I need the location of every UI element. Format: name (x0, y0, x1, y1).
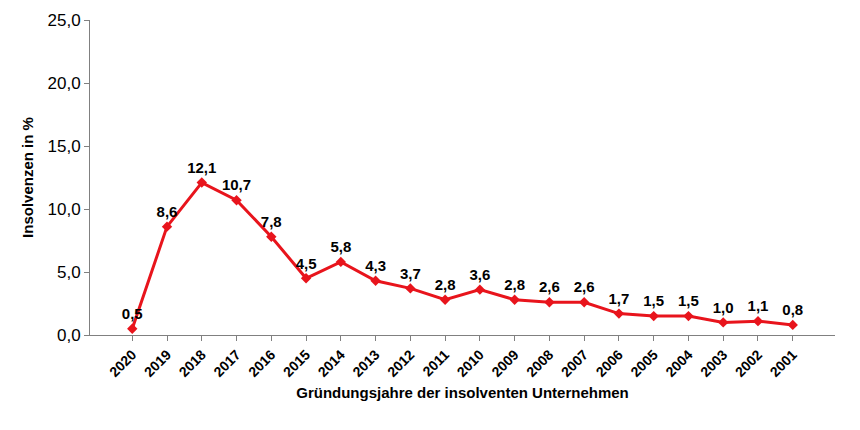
svg-text:2,8: 2,8 (435, 276, 456, 293)
svg-text:2001: 2001 (766, 346, 799, 379)
svg-text:1,0: 1,0 (713, 299, 734, 316)
svg-text:2,6: 2,6 (539, 278, 560, 295)
svg-text:7,8: 7,8 (261, 213, 282, 230)
svg-text:2012: 2012 (384, 346, 417, 379)
svg-text:0,5: 0,5 (122, 305, 143, 322)
svg-text:2014: 2014 (315, 346, 348, 379)
svg-text:10,7: 10,7 (222, 176, 251, 193)
svg-text:1,7: 1,7 (609, 290, 630, 307)
svg-text:2002: 2002 (732, 346, 765, 379)
svg-text:2016: 2016 (245, 346, 278, 379)
svg-text:20,0: 20,0 (48, 74, 81, 93)
svg-text:1,5: 1,5 (678, 292, 699, 309)
svg-text:1,1: 1,1 (748, 297, 769, 314)
svg-text:2,6: 2,6 (574, 278, 595, 295)
svg-text:2015: 2015 (280, 346, 313, 379)
svg-text:2013: 2013 (349, 346, 382, 379)
svg-text:5,8: 5,8 (330, 238, 351, 255)
svg-text:1,5: 1,5 (643, 292, 664, 309)
svg-text:2019: 2019 (141, 346, 174, 379)
svg-text:2,8: 2,8 (504, 276, 525, 293)
svg-text:12,1: 12,1 (187, 159, 216, 176)
svg-text:25,0: 25,0 (48, 11, 81, 30)
svg-text:15,0: 15,0 (48, 137, 81, 156)
svg-text:2006: 2006 (593, 346, 626, 379)
svg-text:3,7: 3,7 (400, 265, 421, 282)
svg-text:0,0: 0,0 (57, 326, 81, 345)
svg-text:2004: 2004 (662, 346, 695, 379)
svg-text:10,0: 10,0 (48, 200, 81, 219)
svg-text:4,5: 4,5 (296, 255, 317, 272)
svg-text:Gründungsjahre der insolventen: Gründungsjahre der insolventen Unternehm… (296, 384, 629, 401)
svg-text:2018: 2018 (176, 346, 209, 379)
svg-text:2008: 2008 (523, 346, 556, 379)
svg-text:2009: 2009 (488, 346, 521, 379)
svg-text:Insolvenzen in %: Insolvenzen in % (19, 117, 36, 238)
svg-text:5,0: 5,0 (57, 263, 81, 282)
svg-text:0,8: 0,8 (782, 301, 803, 318)
svg-text:2017: 2017 (210, 346, 243, 379)
svg-text:2005: 2005 (627, 346, 660, 379)
svg-text:2020: 2020 (106, 346, 139, 379)
svg-text:3,6: 3,6 (469, 266, 490, 283)
svg-text:8,6: 8,6 (157, 203, 178, 220)
svg-text:4,3: 4,3 (365, 257, 386, 274)
svg-text:2007: 2007 (558, 346, 591, 379)
svg-text:2003: 2003 (697, 346, 730, 379)
svg-text:2011: 2011 (419, 346, 452, 379)
svg-text:2010: 2010 (454, 346, 487, 379)
